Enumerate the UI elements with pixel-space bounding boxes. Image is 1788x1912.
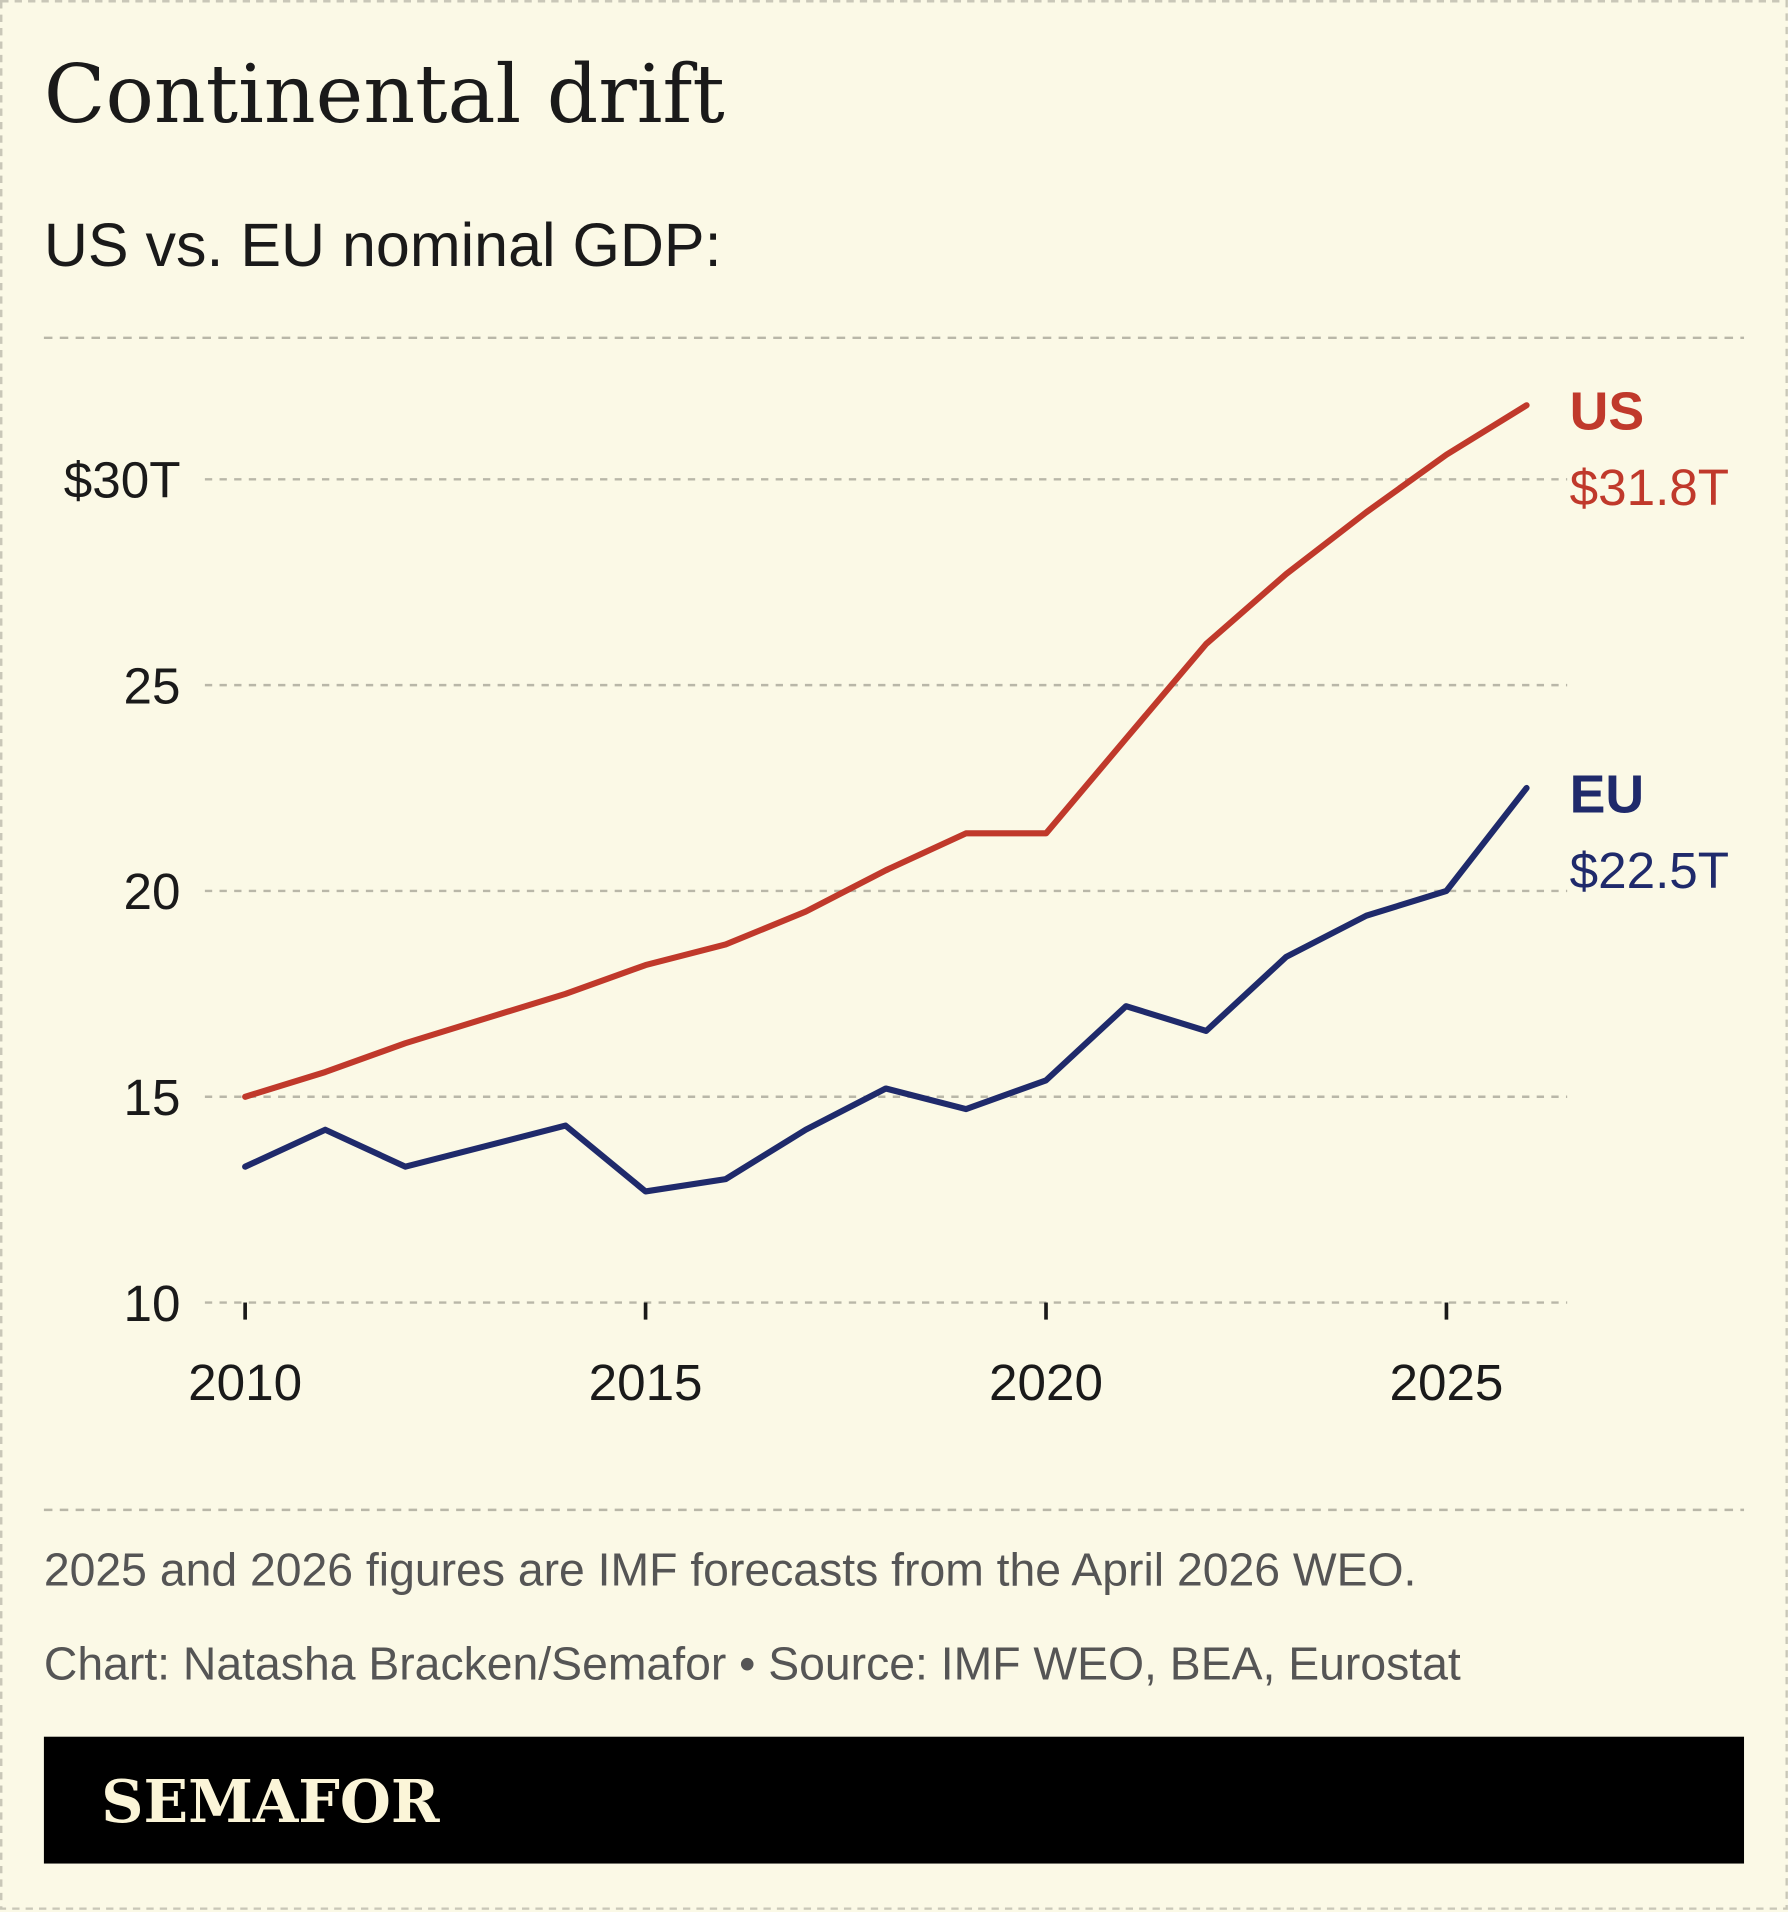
x-tick-label: 2025 (1389, 1354, 1503, 1411)
y-tick-label: 15 (124, 1069, 181, 1126)
y-tick-label: 20 (124, 863, 181, 920)
series-end-value-us: $31.8T (1570, 459, 1729, 516)
y-tick-label: $30T (64, 452, 181, 509)
chart-subtitle: US vs. EU nominal GDP: (44, 211, 722, 279)
chart-title: Continental drift (44, 47, 725, 141)
series-end-value-eu: $22.5T (1570, 842, 1729, 899)
y-tick-label: 25 (124, 657, 181, 714)
x-tick-label: 2015 (589, 1354, 703, 1411)
x-tick-label: 2010 (188, 1354, 302, 1411)
chart-credit: Chart: Natasha Bracken/Semafor • Source:… (44, 1637, 1461, 1689)
x-tick-label: 2020 (989, 1354, 1103, 1411)
series-line-us (242, 402, 1530, 1100)
semafor-logo: SEMAFOR (101, 1767, 440, 1836)
chart-note: 2025 and 2026 figures are IMF forecasts … (44, 1543, 1417, 1595)
series-label-eu: EU (1570, 764, 1645, 824)
series-label-us: US (1570, 382, 1645, 442)
series-line-eu (242, 784, 1530, 1195)
y-tick-label: 10 (124, 1275, 181, 1332)
brand-bar (43, 1736, 1745, 1864)
